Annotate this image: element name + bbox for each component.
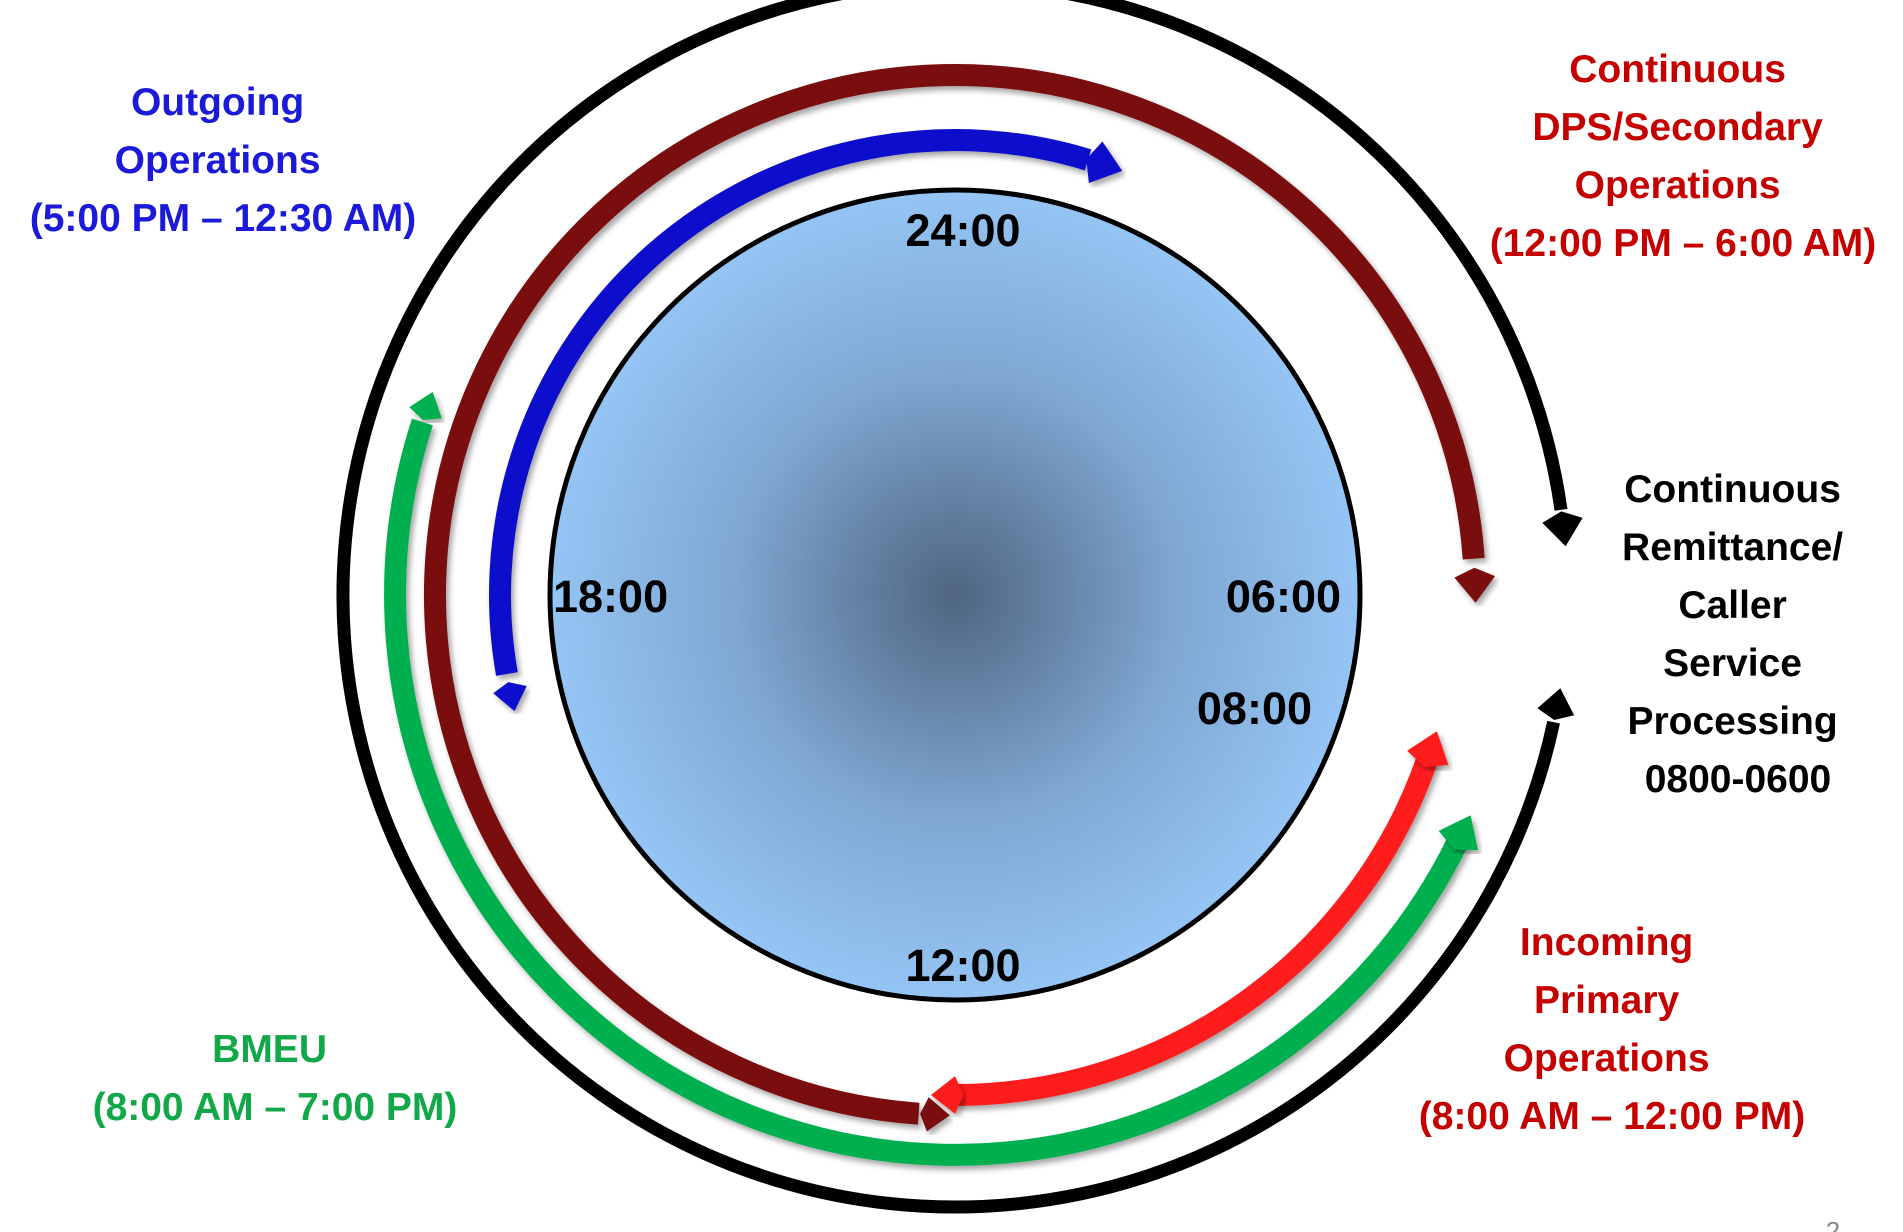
- continuous-dps-operations-label: Continuous DPS/Secondary Operations (12:…: [1490, 48, 1877, 265]
- clock-label-24: 24:00: [905, 205, 1020, 256]
- outgoing-arrowhead-end: [1086, 141, 1123, 183]
- incoming-arrowhead-end: [1407, 731, 1449, 768]
- remittance-arc: [336, 0, 1568, 1214]
- dps-arc: [424, 64, 1485, 1125]
- page-number: 2: [1826, 1216, 1840, 1232]
- clock-face: [547, 187, 1363, 1003]
- clock-label-18: 18:00: [553, 571, 668, 622]
- clock-label-12: 12:00: [905, 940, 1020, 991]
- clock-label-06: 06:00: [1226, 571, 1341, 622]
- remittance-arrowhead-top: [1542, 511, 1583, 547]
- dps-arrowhead-end: [1454, 567, 1495, 603]
- bmeu-arc: [384, 418, 1469, 1166]
- remittance-arrowhead-bottom: [1537, 688, 1575, 720]
- bmeu-label: BMEU (8:00 AM – 7:00 PM): [93, 1028, 458, 1129]
- outgoing-arrowhead-start: [493, 682, 527, 712]
- outgoing-operations-label: Outgoing Operations (5:00 PM – 12:30 AM): [30, 81, 417, 240]
- bmeu-arrowhead-end: [1438, 815, 1478, 851]
- continuous-remittance-label: Continuous Remittance/ Caller Service Pr…: [1622, 468, 1854, 801]
- outgoing-arc: [489, 129, 1092, 676]
- incoming-arrowhead-start: [931, 1076, 964, 1114]
- dps-arrowhead-start: [920, 1097, 950, 1132]
- incoming-arc: [954, 754, 1439, 1106]
- incoming-primary-operations-label: Incoming Primary Operations (8:00 AM – 1…: [1419, 921, 1806, 1138]
- bmeu-arrowhead-start: [409, 391, 442, 420]
- clock-label-08: 08:00: [1197, 683, 1312, 734]
